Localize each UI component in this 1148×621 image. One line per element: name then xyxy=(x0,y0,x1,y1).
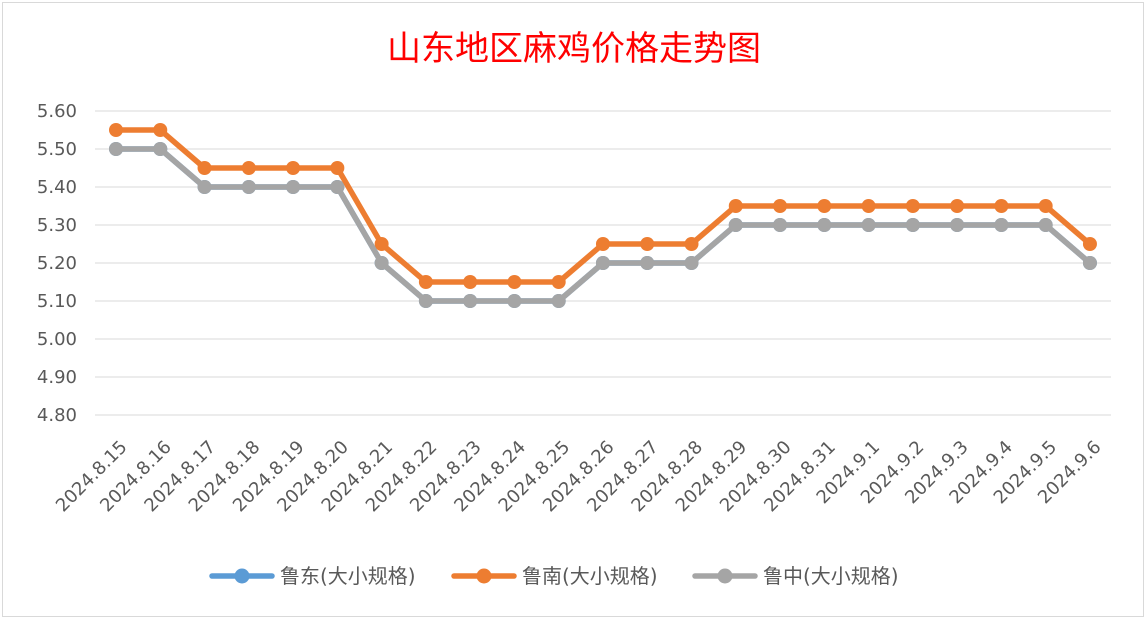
legend-item: 鲁南(大小规格) xyxy=(451,564,658,588)
data-point xyxy=(861,199,876,213)
y-tick-label: 5.00 xyxy=(37,329,77,350)
legend-item: 鲁中(大小规格) xyxy=(692,564,899,588)
data-point xyxy=(905,218,920,232)
grid-lines xyxy=(95,110,1111,416)
data-point xyxy=(374,237,389,251)
data-point xyxy=(286,180,301,194)
y-tick-label: 5.40 xyxy=(37,177,77,198)
data-point xyxy=(241,161,256,175)
data-point xyxy=(994,218,1009,232)
data-point xyxy=(773,199,788,213)
data-point xyxy=(330,180,345,194)
data-point xyxy=(1082,237,1097,251)
data-point xyxy=(1038,218,1053,232)
legend-item: 鲁东(大小规格) xyxy=(209,564,416,588)
x-axis-ticks: 2024.8.152024.8.162024.8.172024.8.182024… xyxy=(52,437,1106,517)
legend-swatch-marker xyxy=(476,568,492,584)
data-point xyxy=(197,180,212,194)
series-lines xyxy=(109,123,1097,308)
data-point xyxy=(463,294,478,308)
data-point xyxy=(507,294,522,308)
data-point xyxy=(1082,256,1097,270)
y-tick-label: 5.30 xyxy=(37,215,77,236)
y-tick-label: 5.50 xyxy=(37,139,77,160)
y-axis-ticks: 5.60 5.50 5.40 5.30 5.20 5.10 5.00 4.90 4.80 xyxy=(37,101,77,426)
data-point xyxy=(153,123,168,137)
y-tick-label: 5.60 xyxy=(37,101,77,122)
data-point xyxy=(286,161,301,175)
data-point xyxy=(595,256,610,270)
data-point xyxy=(684,256,699,270)
data-point xyxy=(950,218,965,232)
y-tick-label: 4.90 xyxy=(37,367,77,388)
data-point xyxy=(507,275,522,289)
y-tick-label: 5.10 xyxy=(37,291,77,312)
data-point xyxy=(684,237,699,251)
series-1 xyxy=(109,123,1097,289)
legend-label: 鲁东(大小规格) xyxy=(280,564,416,588)
data-point xyxy=(197,161,212,175)
data-point xyxy=(109,142,123,156)
data-point xyxy=(994,199,1009,213)
y-tick-label: 5.20 xyxy=(37,253,77,274)
data-point xyxy=(640,256,655,270)
data-point xyxy=(418,294,433,308)
data-point xyxy=(330,161,345,175)
data-point xyxy=(551,275,566,289)
data-point xyxy=(153,142,168,156)
data-point xyxy=(1038,199,1053,213)
legend-swatch-marker xyxy=(717,568,733,584)
data-point xyxy=(950,199,965,213)
legend-label: 鲁南(大小规格) xyxy=(522,564,658,588)
data-point xyxy=(595,237,610,251)
data-point xyxy=(861,218,876,232)
data-point xyxy=(463,275,478,289)
data-point xyxy=(817,199,832,213)
data-point xyxy=(773,218,788,232)
data-point xyxy=(905,199,920,213)
legend: 鲁东(大小规格) 鲁南(大小规格) 鲁中(大小规格) xyxy=(209,564,899,588)
series-2 xyxy=(109,142,1097,308)
data-point xyxy=(817,218,832,232)
legend-label: 鲁中(大小规格) xyxy=(763,564,899,588)
legend-swatch-marker xyxy=(234,568,250,584)
data-point xyxy=(728,199,743,213)
y-tick-label: 4.80 xyxy=(37,405,77,426)
chart-title: 山东地区麻鸡价格走势图 xyxy=(387,29,761,69)
data-point xyxy=(109,123,123,137)
data-point xyxy=(418,275,433,289)
data-point xyxy=(551,294,566,308)
data-point xyxy=(728,218,743,232)
data-point xyxy=(640,237,655,251)
data-point xyxy=(241,180,256,194)
data-point xyxy=(374,256,389,270)
